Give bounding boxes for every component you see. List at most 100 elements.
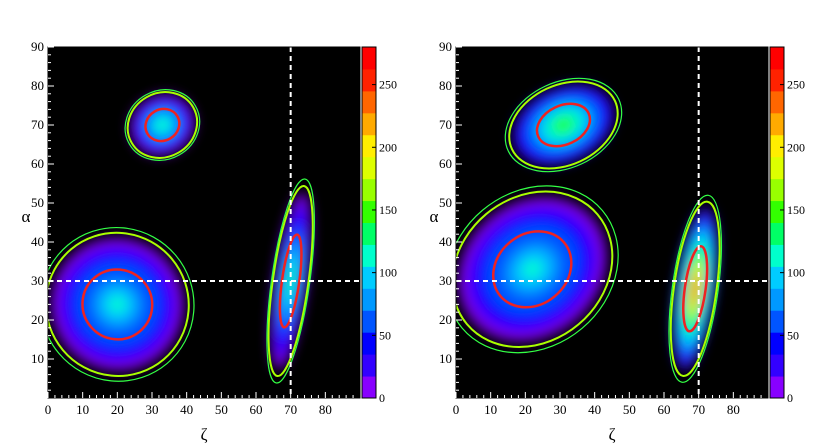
x-tick-label: 10 [76,402,89,417]
y-tick-label: 60 [31,156,44,171]
density-level [692,278,699,299]
x-tick-label: 80 [319,402,332,417]
x-axis-label: ζ [608,425,615,444]
x-tick-label: 70 [284,402,297,417]
x-axis-label: ζ [200,425,207,444]
colorbar-segment [770,178,784,202]
x-tick-label: 20 [111,402,124,417]
outer-contour [267,184,314,378]
colorbar-tick-label: 0 [787,391,793,405]
inner-contour [278,233,303,329]
colorbar-segment [362,288,376,311]
colorbar-tick-label: 50 [787,328,799,342]
edge-contour [504,77,623,173]
y-tick-label: 20 [439,312,452,327]
colorbar-tick-label: 150 [379,203,397,217]
inner-contour [81,268,154,341]
density-map [458,84,718,370]
edge-contour [456,185,619,354]
colorbar-segment [770,112,784,136]
density-region [458,197,607,342]
y-tick-label: 50 [439,195,452,210]
edge-contour [668,194,722,383]
colorbar-segment [362,112,376,136]
colorbar: 0 50 100 150 200 250 [769,46,805,405]
inner-contour [491,230,573,309]
x-tick-label: 0 [45,402,52,417]
y-tick-label: 80 [31,78,44,93]
x-tick-label: 20 [519,402,532,417]
y-tick-label: 40 [31,234,44,249]
colorbar-segment [362,68,376,92]
colorbar-segment [362,332,376,355]
colorbar-segment [770,310,784,333]
colorbar-segment [770,332,784,355]
colorbar-tick-label: 200 [787,140,805,154]
reference-lines [48,47,360,398]
density-level [109,296,126,313]
colorbar-tick-label: 100 [787,266,805,280]
inner-contour [144,107,181,143]
colorbar-segment [362,156,376,180]
colorbar-tick-label: 200 [379,140,397,154]
density-level [522,260,542,279]
y-axis-label: α [22,207,31,226]
colorbar-segment [770,222,784,245]
x-tick-label: 80 [727,402,740,417]
y-tick-label: 80 [439,78,452,93]
colorbar-segment [770,134,784,158]
density-region [130,94,195,156]
y-tick-label: 10 [31,351,44,366]
colorbar-segment [362,244,376,267]
colorbar-segment [770,200,784,223]
axis-ticks: 0 10 20 30 40 50 60 70 80 10 20 30 40 50 60 70 80 90 [31,39,354,417]
y-axis-label: α [430,207,439,226]
y-tick-label: 10 [439,351,452,366]
y-tick-label: 90 [31,39,44,54]
x-tick-label: 30 [146,402,159,417]
colorbar-tick-label: 0 [379,391,385,405]
axis-ticks: 0 10 20 30 40 50 60 70 80 10 20 30 40 50 60 70 80 90 [439,39,762,417]
y-tick-label: 90 [439,39,452,54]
x-tick-label: 0 [453,402,460,417]
plot-frame [47,46,361,399]
colorbar-tick-label: 50 [379,328,391,342]
colorbar-segment [770,244,784,267]
colorbar-tick-label: 100 [379,266,397,280]
x-tick-label: 10 [484,402,497,417]
x-tick-label: 40 [180,402,193,417]
colorbar-segment [362,376,376,399]
colorbar-segment [770,68,784,92]
colorbar-segment [362,134,376,158]
x-tick-label: 40 [588,402,601,417]
x-tick-label: 60 [658,402,671,417]
colorbar: 0 50 100 150 200 250 [361,46,397,405]
x-tick-label: 70 [692,402,705,417]
colorbar-segment [770,90,784,114]
colorbar-segment [770,354,784,377]
colorbar-segment [362,178,376,202]
x-tick-label: 50 [623,402,636,417]
plot-frame [455,46,769,399]
y-tick-label: 30 [31,273,44,288]
x-tick-label: 30 [554,402,567,417]
outer-contour [126,91,199,159]
colorbar-frame [769,46,785,399]
y-tick-label: 30 [439,273,452,288]
contour-lines [48,89,315,384]
inner-contour [535,102,592,148]
colorbar-segment [362,354,376,377]
colorbar-tick-label: 250 [379,78,397,92]
colorbar-segment [770,47,784,70]
colorbar-segment [362,222,376,245]
y-tick-label: 40 [439,234,452,249]
colorbar-segment [362,47,376,70]
edge-contour [48,226,195,382]
inner-contour [682,245,709,333]
colorbar-segment [362,200,376,223]
colorbar-tick-label: 150 [787,203,805,217]
reference-lines [456,47,768,398]
